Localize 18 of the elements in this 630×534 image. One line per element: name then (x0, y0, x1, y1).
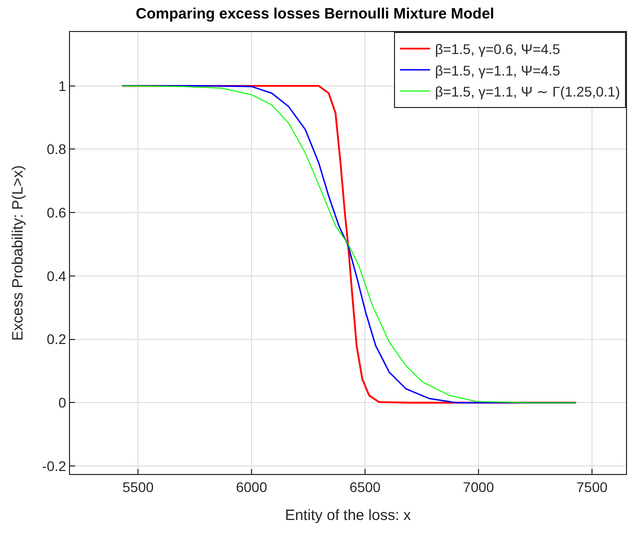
chart-title: Comparing excess losses Bernoulli Mixture Model (136, 6, 494, 23)
y-tick-label: 0.4 (46, 268, 66, 284)
x-axis-title: Entity of the loss: x (285, 506, 412, 524)
x-tick-label: 7000 (462, 478, 494, 495)
y-tick-label: 0 (58, 394, 66, 411)
legend-label: β=1.5, γ=0.6, Ψ=4.5 (435, 41, 560, 58)
x-tick-label: 6500 (349, 478, 381, 495)
y-tick-label: 1 (58, 78, 66, 94)
y-tick-label: 0.8 (46, 141, 66, 158)
legend-label: β=1.5, γ=1.1, Ψ ∼ Γ(1.25,0.1) (435, 83, 620, 100)
legend-label: β=1.5, γ=1.1, Ψ=4.5 (435, 62, 560, 78)
x-tick-label: 7500 (576, 478, 608, 495)
x-tick-label: 5500 (122, 478, 154, 495)
x-tick-label: 6000 (236, 478, 268, 495)
y-axis-title: Excess Probability: P(L>x) (9, 165, 26, 341)
y-tick-label: 0.6 (46, 204, 66, 220)
y-tick-label: 0.2 (46, 331, 66, 348)
y-tick-label: -0.2 (42, 458, 66, 474)
